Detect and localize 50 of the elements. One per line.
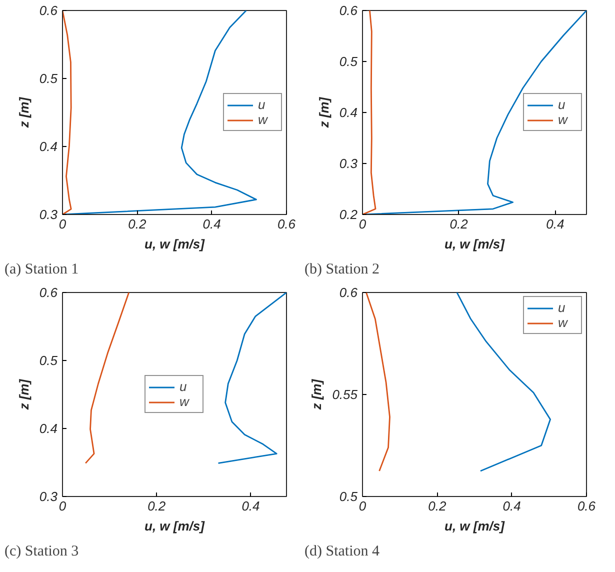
legend-label: u xyxy=(558,300,566,315)
y-tick-label: 0.55 xyxy=(332,387,358,402)
y-tick-label: 0.3 xyxy=(39,489,58,504)
legend-label: u xyxy=(180,379,188,394)
y-axis-title: z [m] xyxy=(16,378,32,411)
x-axis-title: u, w [m/s] xyxy=(144,236,206,252)
y-tick-label: 0.6 xyxy=(339,3,358,18)
x-tick-label: 0.2 xyxy=(128,216,147,232)
y-tick-label: 0.4 xyxy=(339,105,358,120)
y-tick-label: 0.6 xyxy=(39,285,58,300)
legend-label: w xyxy=(258,112,269,127)
x-tick-label: 0.2 xyxy=(428,498,447,514)
y-tick-label: 0.2 xyxy=(339,207,358,222)
x-tick-label: 0.6 xyxy=(577,498,596,514)
text: (c) Station 3 xyxy=(4,544,79,560)
x-tick-label: 0.6 xyxy=(277,216,296,232)
y-axis-title: z [m] xyxy=(16,96,32,129)
x-tick-label: 0 xyxy=(58,498,67,514)
y-axis-title: z [m] xyxy=(309,378,324,411)
y-tick-label: 0.5 xyxy=(339,489,358,504)
y-tick-label: 0.3 xyxy=(339,156,358,171)
x-tick-label: 0 xyxy=(358,216,367,232)
y-tick-label: 0.6 xyxy=(39,3,58,18)
x-tick-label: 0.4 xyxy=(242,498,260,514)
legend-label: u xyxy=(258,97,266,112)
y-tick-label: 0.6 xyxy=(339,285,358,300)
y-tick-label: 0.4 xyxy=(39,421,58,436)
legend-label: u xyxy=(558,97,566,112)
x-axis-title: u, w [m/s] xyxy=(444,518,506,534)
legend-label: w xyxy=(558,315,569,330)
x-tick-label: 0.4 xyxy=(546,216,564,232)
text: (a) Station 1 xyxy=(4,262,79,278)
text: (d) Station 4 xyxy=(304,544,380,560)
y-axis-title: z [m] xyxy=(316,96,332,129)
x-tick-label: 0.4 xyxy=(202,216,221,232)
y-tick-label: 0.5 xyxy=(39,71,58,86)
x-tick-label: 0.2 xyxy=(450,216,469,232)
y-tick-label: 0.3 xyxy=(39,207,58,222)
x-axis-title: u, w [m/s] xyxy=(444,236,506,252)
legend-label: w xyxy=(180,394,190,409)
y-tick-label: 0.5 xyxy=(39,353,58,368)
legend-label: w xyxy=(558,112,569,127)
x-tick-label: 0 xyxy=(58,216,67,232)
x-tick-label: 0.4 xyxy=(502,498,521,514)
y-tick-label: 0.4 xyxy=(39,139,58,154)
y-tick-label: 0.5 xyxy=(339,54,358,69)
x-axis-title: u, w [m/s] xyxy=(144,518,206,534)
text: (b) Station 2 xyxy=(304,262,380,278)
x-tick-label: 0.2 xyxy=(148,498,166,514)
x-tick-label: 0 xyxy=(358,498,367,514)
